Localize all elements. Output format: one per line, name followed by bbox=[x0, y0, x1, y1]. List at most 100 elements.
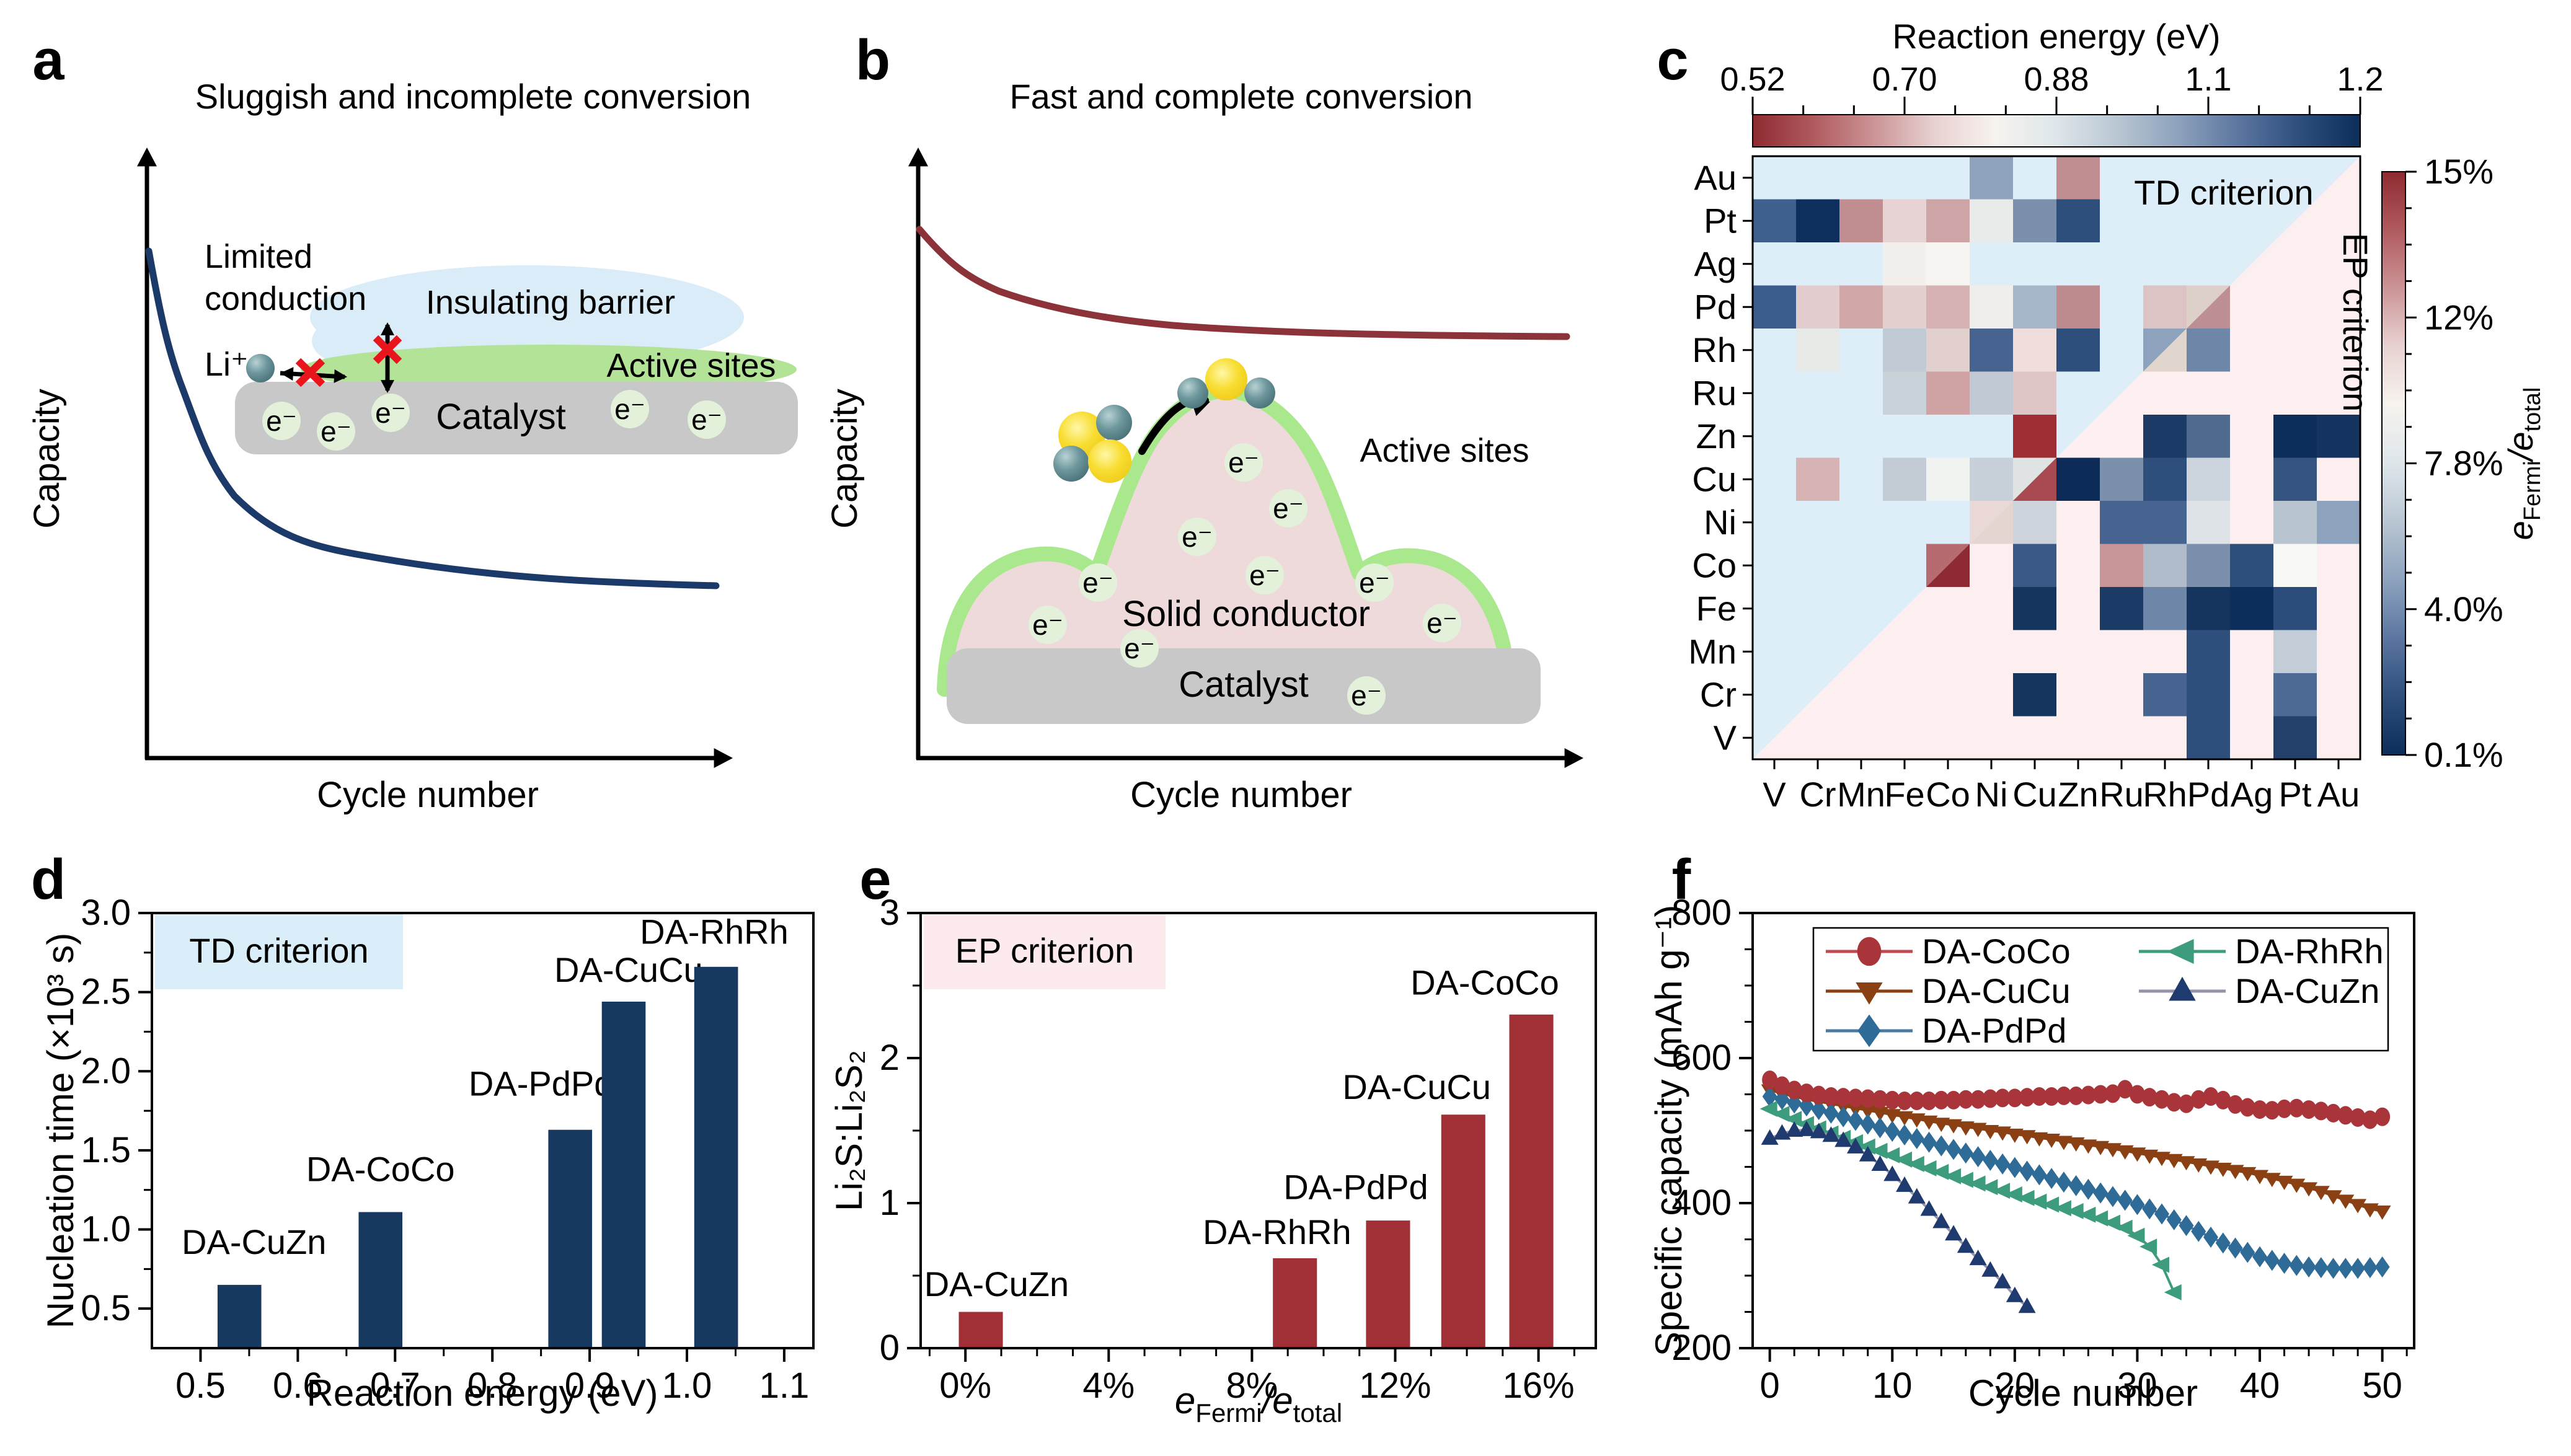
heatmap-row-label: Au bbox=[1694, 158, 1737, 197]
marker-circle bbox=[2215, 1090, 2231, 1110]
panel-e-xlabel: eFermi/etotal bbox=[1175, 1380, 1342, 1427]
heatmap-cell bbox=[2273, 242, 2317, 286]
marker-triangle-left bbox=[2140, 1238, 2157, 1255]
heatmap-row-label: Cu bbox=[1692, 459, 1737, 498]
marker-diamond bbox=[2240, 1242, 2255, 1263]
marker-triangle-down bbox=[1871, 1106, 1889, 1121]
panel-b-title: Fast and complete conversion bbox=[1009, 77, 1472, 116]
marker-diamond bbox=[1847, 1110, 1863, 1131]
y-tick-label: 200 bbox=[1671, 1328, 1732, 1368]
x-tick-label: 0.7 bbox=[370, 1366, 420, 1406]
marker-triangle-up bbox=[1981, 1261, 1999, 1277]
marker-triangle-up bbox=[1932, 1212, 1950, 1229]
y-tick-label: 0 bbox=[880, 1328, 900, 1368]
marker-circle bbox=[2043, 1087, 2060, 1106]
heatmap-cell bbox=[2143, 199, 2187, 243]
heatmap-cell bbox=[2273, 544, 2317, 588]
bar-DA-RhRh bbox=[694, 966, 738, 1348]
marker-triangle-down bbox=[1846, 1102, 1864, 1117]
electron-circle bbox=[688, 400, 726, 439]
marker-triangle-left bbox=[1993, 1183, 2011, 1199]
catalyst-label: Catalyst bbox=[436, 397, 566, 437]
marker-triangle-down bbox=[2018, 1130, 2036, 1145]
marker-circle bbox=[1982, 1089, 1998, 1108]
marker-diamond bbox=[1860, 1113, 1875, 1135]
panel-d-xlabel: Reaction energy (eV) bbox=[307, 1372, 658, 1414]
marker-diamond bbox=[2154, 1203, 2169, 1225]
legend-label-DA-CuZn: DA-CuZn bbox=[2235, 971, 2379, 1010]
electron-label: e⁻ bbox=[614, 393, 645, 425]
heatmap-col-label: Pt bbox=[2279, 775, 2312, 814]
marker-diamond bbox=[2179, 1215, 2194, 1237]
marker-circle bbox=[1921, 1092, 1937, 1111]
x-tick-label: 1.1 bbox=[759, 1366, 810, 1406]
marker-circle bbox=[2105, 1084, 2121, 1103]
heatmap-cell bbox=[1883, 199, 1927, 243]
heatmap-cell bbox=[2143, 716, 2187, 760]
heatmap-cell bbox=[2317, 501, 2361, 545]
heatmap-cell bbox=[2187, 371, 2231, 415]
x-tick-label: 12% bbox=[1359, 1366, 1431, 1406]
heatmap-cell bbox=[1883, 501, 1927, 545]
y-tick-label: 3.0 bbox=[81, 893, 131, 933]
marker-triangle-up bbox=[2169, 976, 2196, 1001]
lithium-sphere-icon bbox=[1096, 405, 1132, 441]
marker-triangle-up bbox=[1883, 1165, 1901, 1181]
heatmap-cell bbox=[1926, 630, 1970, 674]
heatmap-cell bbox=[2143, 242, 2187, 286]
heatmap-cell bbox=[2013, 587, 2057, 631]
heatmap-cell bbox=[1796, 415, 1840, 459]
heatmap-cell-diagonal-ep bbox=[1796, 673, 1839, 717]
heatmap-cell bbox=[1839, 329, 1883, 373]
criterion-label: EP criterion bbox=[955, 931, 1134, 970]
heatmap-cell bbox=[1753, 156, 1797, 200]
legend-label-DA-CuCu: DA-CuCu bbox=[1922, 971, 2071, 1010]
marker-circle bbox=[2031, 1087, 2047, 1106]
blocked-cross-v bbox=[373, 335, 402, 364]
heatmap-cell bbox=[2317, 544, 2361, 588]
arrowhead-shape bbox=[1564, 748, 1583, 768]
heatmap-cell bbox=[1753, 544, 1797, 588]
heatmap-cell bbox=[2273, 285, 2317, 329]
marker-triangle-left bbox=[1772, 1106, 1790, 1123]
heatmap-cell bbox=[2230, 329, 2274, 373]
electron-icon: e⁻ bbox=[1178, 518, 1216, 556]
heatmap-col-label: Cr bbox=[1799, 775, 1836, 814]
marker-circle bbox=[1835, 1088, 1851, 1107]
marker-triangle-down bbox=[2128, 1147, 2146, 1162]
marker-triangle-up bbox=[1920, 1200, 1938, 1216]
x-tick-label: 0.6 bbox=[273, 1366, 323, 1406]
heatmap-cell bbox=[2143, 371, 2187, 415]
electron-icon: e⁻ bbox=[611, 390, 649, 428]
electron-circle bbox=[1423, 604, 1461, 642]
marker-triangle-left bbox=[1944, 1168, 1962, 1185]
heatmap-cell bbox=[2100, 156, 2144, 200]
marker-circle bbox=[2252, 1100, 2268, 1119]
heatmap-cell bbox=[1796, 587, 1840, 631]
heatmap-cell bbox=[1796, 716, 1840, 760]
heatmap-cell bbox=[2187, 716, 2231, 760]
bar-DA-CoCo bbox=[1509, 1014, 1554, 1348]
heatmap-cell bbox=[2230, 501, 2274, 545]
heatmap-cell bbox=[2013, 415, 2057, 459]
electron-label: e⁻ bbox=[375, 397, 406, 429]
marker-circle bbox=[2362, 1110, 2378, 1129]
heatmap-cell bbox=[2187, 673, 2231, 717]
marker-diamond bbox=[2081, 1178, 2096, 1200]
blocked-arrow-v-head-top bbox=[381, 322, 394, 335]
marker-triangle-down bbox=[2067, 1137, 2085, 1152]
marker-triangle-down bbox=[2226, 1165, 2244, 1180]
heatmap-cell bbox=[2056, 457, 2100, 501]
panel-a-xlabel: Cycle number bbox=[317, 775, 539, 815]
marker-triangle-down bbox=[2349, 1199, 2367, 1214]
heatmap-cell bbox=[2056, 587, 2100, 631]
heatmap-cell bbox=[1753, 587, 1797, 631]
heatmap-cell bbox=[2187, 457, 2231, 501]
heatmap-cell bbox=[2143, 285, 2187, 329]
marker-triangle-down bbox=[2312, 1186, 2330, 1201]
heatmap-cell bbox=[2230, 544, 2274, 588]
heatmap-cell bbox=[2273, 630, 2317, 674]
sulfur-sphere-icon bbox=[1088, 439, 1131, 483]
electron-icon: e⁻ bbox=[1246, 556, 1284, 594]
x-tick-label: 4% bbox=[1082, 1366, 1135, 1406]
